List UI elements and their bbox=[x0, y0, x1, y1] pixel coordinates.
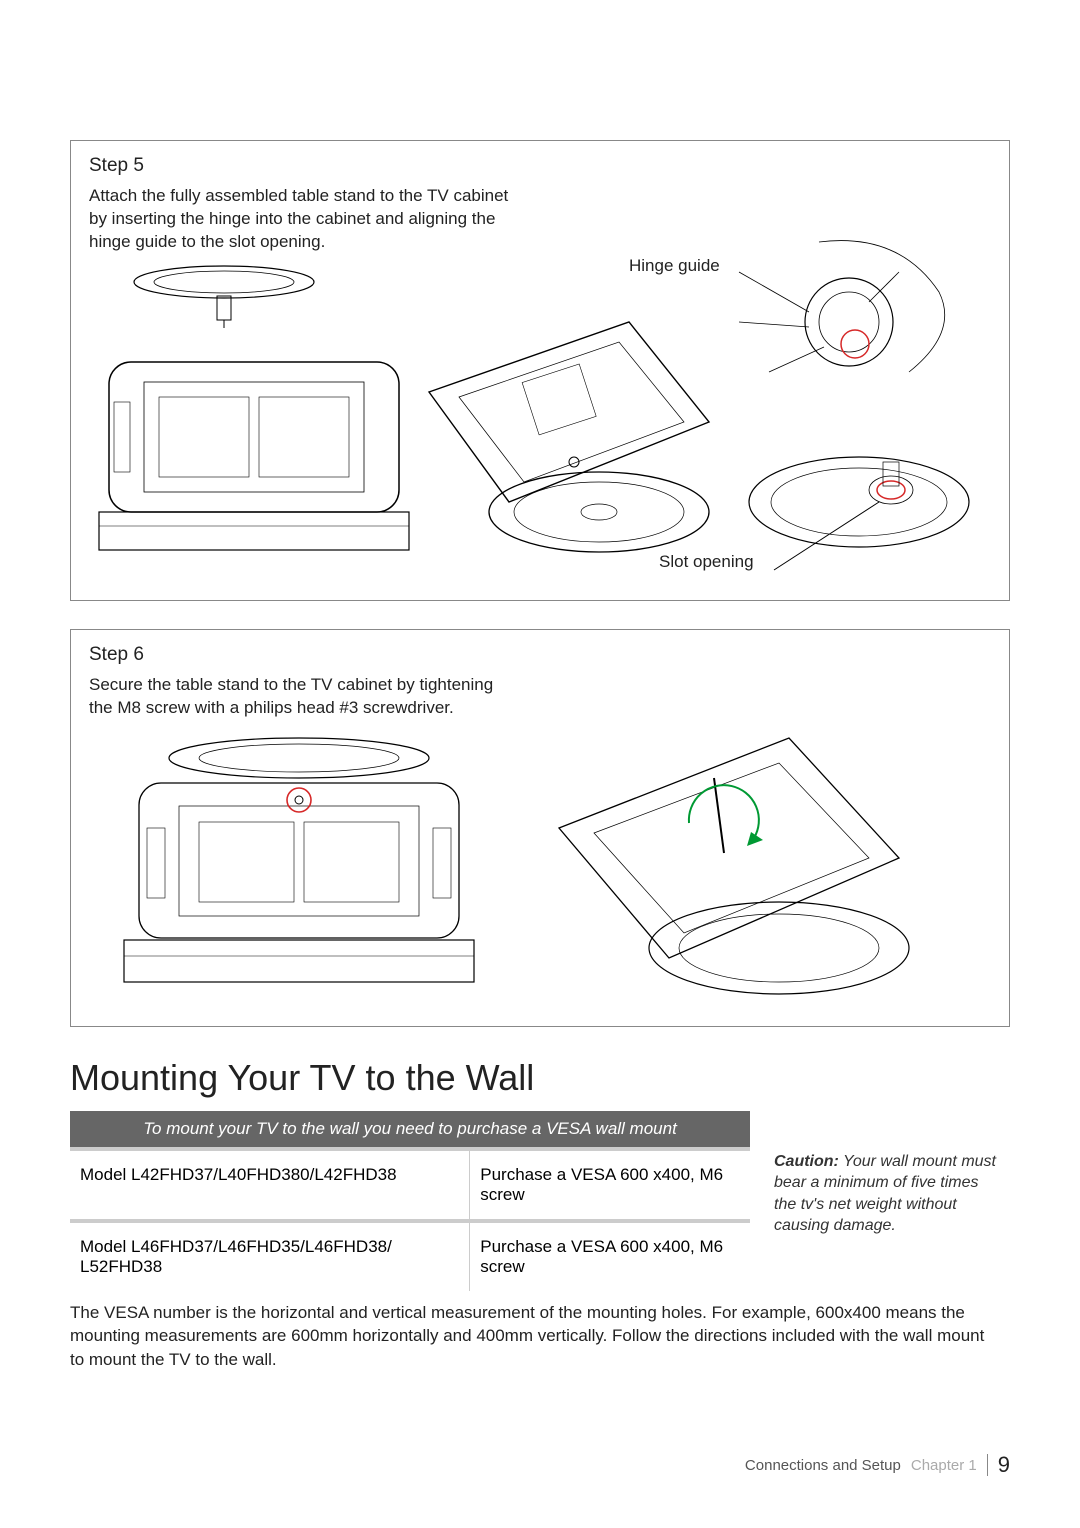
step6-box: Step 6 Secure the table stand to the TV … bbox=[70, 629, 1010, 1027]
hinge-detail-icon bbox=[709, 232, 969, 412]
step6-title: Step 6 bbox=[89, 644, 991, 666]
tv-front-icon bbox=[89, 342, 419, 562]
mounting-title: Mounting Your TV to the Wall bbox=[70, 1057, 1010, 1099]
step5-box: Step 5 Attach the fully assembled table … bbox=[70, 140, 1010, 601]
step5-title: Step 5 bbox=[89, 155, 991, 177]
vesa-note: The VESA number is the horizontal and ve… bbox=[70, 1301, 990, 1372]
slot-opening-label: Slot opening bbox=[659, 552, 754, 572]
footer-separator bbox=[987, 1454, 988, 1476]
purchase-cell: Purchase a VESA 600 x400, M6 screw bbox=[470, 1221, 750, 1291]
stand-top-icon bbox=[129, 262, 319, 332]
tv-secure-angled-icon bbox=[519, 718, 949, 1008]
caution-label: Caution: bbox=[774, 1153, 839, 1170]
step6-desc: Secure the table stand to the TV cabinet… bbox=[89, 674, 519, 720]
table-row: Model L42FHD37/L40FHD380/L42FHD38 Purcha… bbox=[70, 1149, 750, 1221]
vesa-table-wrap: To mount your TV to the wall you need to… bbox=[70, 1111, 1010, 1291]
slot-detail-icon bbox=[739, 412, 979, 582]
step5-desc: Attach the fully assembled table stand t… bbox=[89, 185, 519, 254]
footer-section: Connections and Setup bbox=[745, 1457, 901, 1474]
step5-diagram: Hinge guide Slot opening bbox=[89, 262, 991, 582]
step6-diagram bbox=[89, 728, 991, 1008]
table-row: Model L46FHD37/L46FHD35/L46FHD38/ L52FHD… bbox=[70, 1221, 750, 1291]
caution-text: Caution: Your wall mount must bear a min… bbox=[774, 1111, 1004, 1237]
model-cell: Model L46FHD37/L46FHD35/L46FHD38/ L52FHD… bbox=[70, 1221, 470, 1291]
page-footer: Connections and Setup Chapter 1 9 bbox=[745, 1452, 1010, 1478]
hinge-guide-label: Hinge guide bbox=[629, 256, 720, 276]
tv-secure-front-icon bbox=[99, 728, 499, 998]
footer-chapter: Chapter 1 bbox=[911, 1457, 977, 1474]
tv-angled-icon bbox=[399, 302, 729, 572]
model-cell: Model L42FHD37/L40FHD380/L42FHD38 bbox=[70, 1149, 470, 1221]
purchase-cell: Purchase a VESA 600 x400, M6 screw bbox=[470, 1149, 750, 1221]
page-number: 9 bbox=[998, 1452, 1010, 1478]
vesa-header: To mount your TV to the wall you need to… bbox=[70, 1111, 750, 1149]
vesa-table: To mount your TV to the wall you need to… bbox=[70, 1111, 750, 1291]
